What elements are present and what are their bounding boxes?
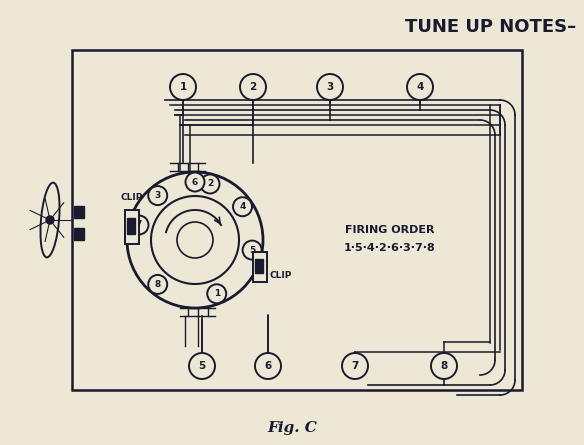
Text: 8: 8 (155, 280, 161, 289)
Text: 7: 7 (136, 220, 142, 230)
Circle shape (151, 196, 239, 284)
Circle shape (242, 241, 262, 259)
Circle shape (46, 216, 54, 224)
Text: 4: 4 (239, 202, 246, 211)
Circle shape (127, 172, 263, 308)
Bar (255, 259, 263, 273)
Circle shape (317, 74, 343, 100)
Text: 1·5·4·2·6·3·7·8: 1·5·4·2·6·3·7·8 (344, 243, 436, 253)
Circle shape (342, 353, 368, 379)
Ellipse shape (40, 182, 60, 257)
Bar (74, 228, 84, 240)
Text: 6: 6 (192, 178, 198, 186)
Text: FIRING ORDER: FIRING ORDER (345, 225, 434, 235)
Circle shape (148, 275, 167, 294)
Circle shape (170, 74, 196, 100)
Text: 3: 3 (155, 191, 161, 200)
Text: Fig. C: Fig. C (267, 421, 317, 435)
Text: TUNE UP NOTES–: TUNE UP NOTES– (405, 18, 576, 36)
Text: 1: 1 (179, 82, 187, 92)
Text: 2: 2 (207, 179, 213, 189)
Circle shape (200, 174, 220, 194)
Text: 4: 4 (416, 82, 423, 92)
Text: 1: 1 (214, 289, 220, 298)
Text: 5: 5 (199, 361, 206, 371)
Circle shape (207, 284, 226, 303)
Circle shape (255, 353, 281, 379)
Circle shape (130, 215, 148, 235)
Text: 5: 5 (249, 246, 255, 255)
Text: 3: 3 (326, 82, 333, 92)
Circle shape (407, 74, 433, 100)
Bar (127, 218, 135, 234)
Circle shape (233, 197, 252, 216)
Circle shape (186, 173, 204, 191)
Text: 2: 2 (249, 82, 256, 92)
Circle shape (431, 353, 457, 379)
Bar (253, 252, 267, 282)
Circle shape (189, 353, 215, 379)
Text: 6: 6 (265, 361, 272, 371)
Circle shape (177, 222, 213, 258)
Text: 7: 7 (352, 361, 359, 371)
Text: CLIP: CLIP (270, 271, 293, 279)
Text: CLIP: CLIP (121, 193, 143, 202)
Text: 8: 8 (440, 361, 447, 371)
Bar (125, 210, 139, 244)
Bar (74, 206, 84, 218)
Circle shape (148, 186, 167, 205)
Circle shape (240, 74, 266, 100)
Bar (72, 50, 522, 390)
